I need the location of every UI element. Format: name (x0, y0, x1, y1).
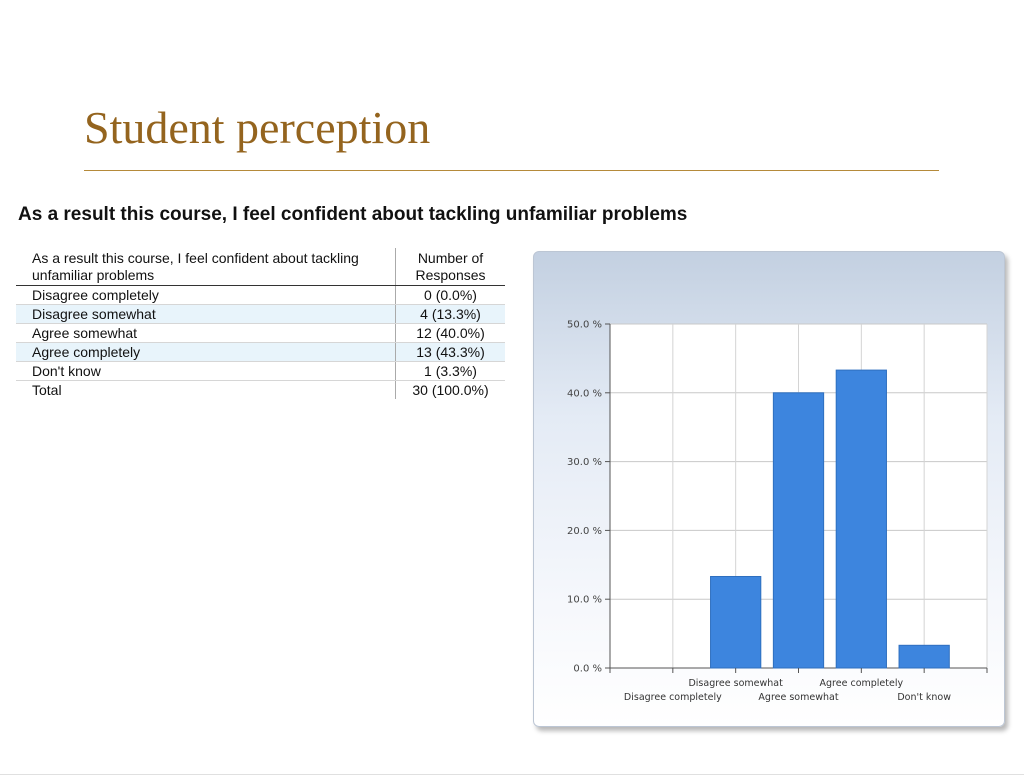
header-responses: Number of Responses (395, 248, 505, 286)
bar-2 (772, 392, 825, 669)
table-row: Disagree completely 0 (0.0%) (16, 285, 505, 305)
footer-divider (0, 774, 1024, 775)
y-tick-label: 0.0 % (573, 664, 602, 675)
row-label: Don't know (16, 361, 396, 381)
x-category-label: Don't know (897, 692, 951, 703)
row-label: Agree somewhat (16, 323, 396, 343)
table-header-row: As a result this course, I feel confiden… (16, 248, 505, 286)
x-category-label: Agree completely (820, 678, 904, 689)
bar-1 (710, 575, 762, 669)
slide-title: Student perception (84, 102, 431, 153)
table-row: Agree completely 13 (43.3%) (16, 342, 505, 362)
row-label: Disagree somewhat (16, 304, 396, 324)
x-category-label: Disagree somewhat (688, 678, 783, 689)
row-count: 0 (0.0%) (395, 285, 505, 305)
question-heading: As a result this course, I feel confiden… (18, 204, 688, 225)
table-row: Don't know 1 (3.3%) (16, 361, 505, 381)
row-count: 1 (3.3%) (395, 361, 505, 381)
bar-4 (898, 644, 950, 669)
y-tick-label: 10.0 % (567, 595, 602, 606)
responses-table: As a result this course, I feel confiden… (16, 248, 505, 399)
y-tick-label: 20.0 % (567, 526, 602, 537)
row-count: 30 (100.0%) (395, 380, 505, 399)
row-count: 4 (13.3%) (395, 304, 505, 324)
header-question: As a result this course, I feel confiden… (16, 248, 396, 286)
row-label: Disagree completely (16, 285, 396, 305)
title-divider (84, 170, 939, 171)
row-count: 13 (43.3%) (395, 342, 505, 362)
table-row: Agree somewhat 12 (40.0%) (16, 323, 505, 343)
y-tick-label: 50.0 % (567, 320, 602, 331)
bar-3 (835, 369, 887, 669)
row-label: Agree completely (16, 342, 396, 362)
row-label: Total (32, 382, 62, 398)
y-tick-label: 40.0 % (567, 388, 602, 399)
x-category-label: Disagree completely (624, 692, 722, 703)
row-count: 12 (40.0%) (395, 323, 505, 343)
y-tick-label: 30.0 % (567, 457, 602, 468)
chart-panel: 0.0 % 10.0 % 20.0 % 30.0 % 40.0 % 50.0 % Disag… (533, 251, 1005, 727)
table-row-total: Total 30 (100.0%) (16, 380, 505, 399)
table-row: Disagree somewhat 4 (13.3%) (16, 304, 505, 324)
x-category-label: Agree somewhat (758, 692, 838, 703)
bar-chart: 0.0 % 10.0 % 20.0 % 30.0 % 40.0 % 50.0 % Disag… (567, 320, 988, 703)
